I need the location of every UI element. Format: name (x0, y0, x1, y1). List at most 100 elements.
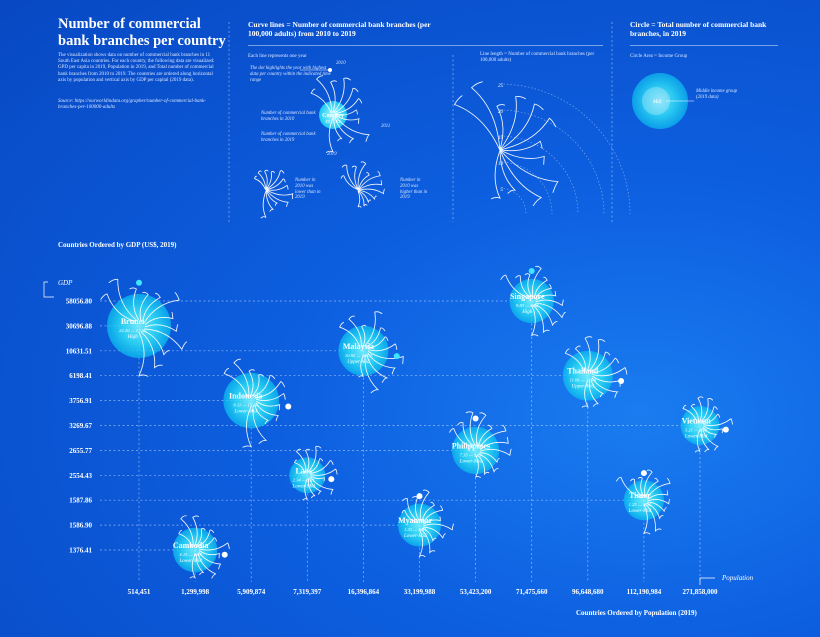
scale-tick: 20 (498, 110, 504, 115)
branch-curve (255, 402, 279, 422)
branch-curve (532, 304, 550, 334)
branch-curve (646, 478, 671, 499)
population-tick-label: 33,199,988 (404, 588, 436, 596)
gdp-tick-label: 3269.67 (69, 422, 92, 430)
branch-curve (358, 355, 364, 378)
branch-curve (574, 345, 587, 372)
branch-curve (584, 336, 593, 372)
country-philippines: Philippines 7.35 — 9.20 Lower-Mid (449, 411, 512, 479)
legend-scale-curve (499, 149, 545, 165)
peak-year-dot (393, 353, 400, 360)
country-singapore: Singapore 9.83 — 8.82 High (500, 265, 566, 337)
branch-curve (647, 490, 669, 500)
population-tick-label: 96,648,680 (572, 588, 604, 596)
branch-curve (348, 315, 362, 347)
branch-curve (198, 551, 222, 570)
branch-curve (524, 273, 532, 297)
legend-scale-curve (499, 117, 557, 151)
legend-lower-curve (265, 190, 274, 212)
country-range: 9.83 — 8.82 (516, 303, 539, 308)
legend-higher-curve (357, 161, 367, 190)
branch-curve (703, 418, 733, 427)
branch-curve (189, 554, 196, 579)
legend-scale-curve (496, 104, 506, 151)
country-range: 22.20 — 17.60 (119, 328, 147, 333)
population-tick-label: 53,423,200 (460, 588, 492, 596)
branch-curve (479, 448, 512, 457)
legend-ann-2019: Number of commercial bank branches in 20… (261, 132, 316, 143)
legend-example-curve (334, 116, 354, 144)
legend-example-curve (330, 80, 337, 113)
gdp-tick-label: 2554.43 (69, 472, 92, 480)
branch-curve (479, 436, 509, 450)
branch-curve (535, 299, 564, 307)
country-income: High (127, 335, 139, 340)
branch-curve (421, 527, 437, 542)
scale-tick: 5 (501, 188, 504, 193)
branch-curve (591, 357, 620, 374)
branch-curve (419, 489, 430, 522)
branch-curve (457, 422, 475, 447)
branch-curve (646, 502, 664, 520)
peak-year-dot (722, 426, 729, 433)
branch-curve (588, 339, 606, 372)
peak-year-dot (328, 476, 335, 483)
legend-scale-curve (499, 103, 544, 151)
branch-curve (197, 552, 217, 579)
branch-curve (702, 428, 719, 451)
legend-scale-curve (499, 140, 543, 152)
branch-curve (423, 516, 441, 525)
branch-curve (449, 428, 473, 448)
branch-curve (420, 528, 436, 554)
legend-scale-curve (499, 95, 526, 151)
branch-curve (197, 529, 215, 547)
branch-curve (255, 381, 285, 399)
branch-curve (515, 275, 531, 298)
legend-lower-curve (265, 171, 275, 190)
scale-tick: 15 (498, 136, 504, 141)
country-laos: Laos 2.34 — 3.11 Lower-Mid (289, 445, 338, 501)
branch-curve (535, 290, 557, 301)
branch-curve (533, 276, 548, 298)
country-range: 11.06 — 11.94 (570, 378, 597, 383)
branch-curve (142, 330, 170, 356)
scale-tick: 25 (498, 84, 504, 89)
gdp-tick-label: 3756.91 (69, 397, 92, 405)
page-title: Number of commercial bank branches per c… (58, 16, 226, 49)
scale-arc (499, 187, 527, 215)
country-income: Lower-Mid (403, 534, 427, 539)
country-myanmar: Myanmar 1.33 — 5.81 Lower-Mid (398, 489, 454, 558)
source-note: Source: https://ourworldindata.org/graph… (58, 99, 206, 111)
legend-higher-note: Number in 2010 was higher than in 2019 (400, 178, 428, 201)
branch-curve (703, 425, 723, 434)
branch-curve (108, 278, 137, 321)
population-axis-arrow (699, 577, 715, 585)
branch-curve (365, 327, 386, 348)
legend-scale-curve (490, 149, 501, 200)
country-income: Lower-Mid (459, 459, 483, 464)
country-range: 1.25 — 2.31 (629, 502, 651, 507)
country-name: Myanmar (398, 516, 433, 525)
branch-curve (702, 413, 721, 424)
legend-lower-curve (266, 189, 294, 200)
branch-curve (479, 424, 507, 449)
branch-curve (592, 367, 628, 377)
branch-curve (196, 553, 204, 576)
branch-curve (364, 355, 380, 394)
branch-curve (195, 527, 206, 547)
legend-higher-curve (358, 171, 381, 190)
scale-arc (499, 109, 605, 215)
country-malaysia: Malaysia 10.92 — 10.00 Upper-Mid (338, 311, 404, 394)
gdp-tick-label: 6198.41 (69, 372, 92, 380)
legend-example-curve (325, 117, 334, 153)
branch-curve (199, 542, 230, 551)
country-name: Laos (295, 466, 311, 475)
branch-curve (252, 374, 264, 396)
country-name: Thailand (567, 367, 599, 376)
country-range: 7.35 — 9.20 (460, 452, 483, 457)
legend-scale-curve (499, 149, 543, 207)
branch-curve (367, 352, 397, 375)
branch-curve (295, 448, 307, 473)
branch-curve (478, 424, 493, 448)
